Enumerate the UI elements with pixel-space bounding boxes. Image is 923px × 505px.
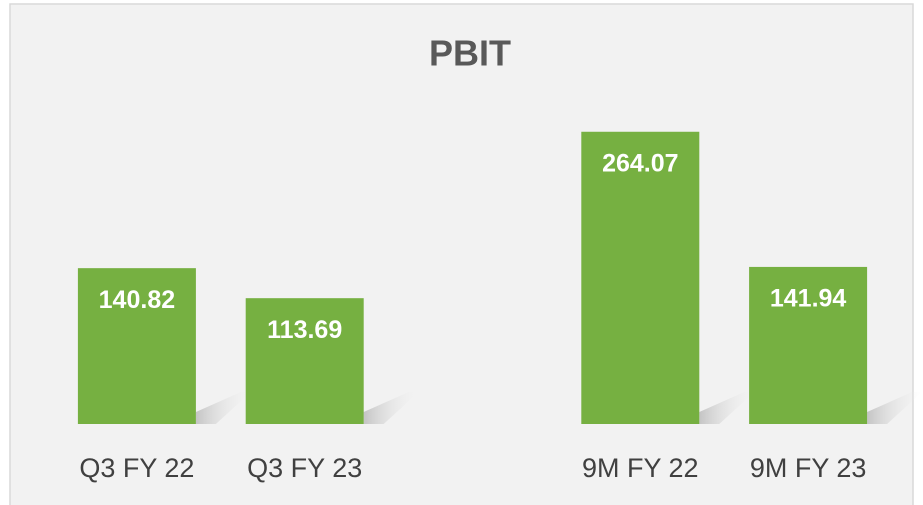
bar bbox=[77, 268, 196, 424]
bar bbox=[749, 266, 868, 424]
x-tick-label: Q3 FY 23 bbox=[247, 453, 362, 483]
chart-background bbox=[9, 3, 914, 505]
x-tick-label: 9M FY 22 bbox=[582, 453, 699, 483]
value-label: 264.07 bbox=[602, 149, 678, 177]
bar-shadow bbox=[195, 392, 251, 424]
bar bbox=[245, 298, 364, 424]
bar bbox=[581, 131, 700, 425]
bar-shadow bbox=[699, 392, 755, 424]
value-label: 141.94 bbox=[770, 285, 847, 313]
bar-shadow bbox=[867, 392, 923, 424]
value-label: 140.82 bbox=[99, 286, 175, 314]
x-tick-label: Q3 FY 22 bbox=[79, 453, 194, 483]
value-label: 113.69 bbox=[267, 316, 342, 344]
x-tick-label: 9M FY 23 bbox=[750, 453, 867, 483]
bar-shadow bbox=[363, 392, 419, 424]
chart-title: PBIT bbox=[429, 33, 511, 74]
